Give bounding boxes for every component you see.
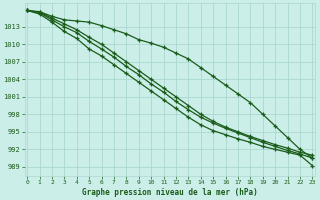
- X-axis label: Graphe pression niveau de la mer (hPa): Graphe pression niveau de la mer (hPa): [82, 188, 258, 197]
